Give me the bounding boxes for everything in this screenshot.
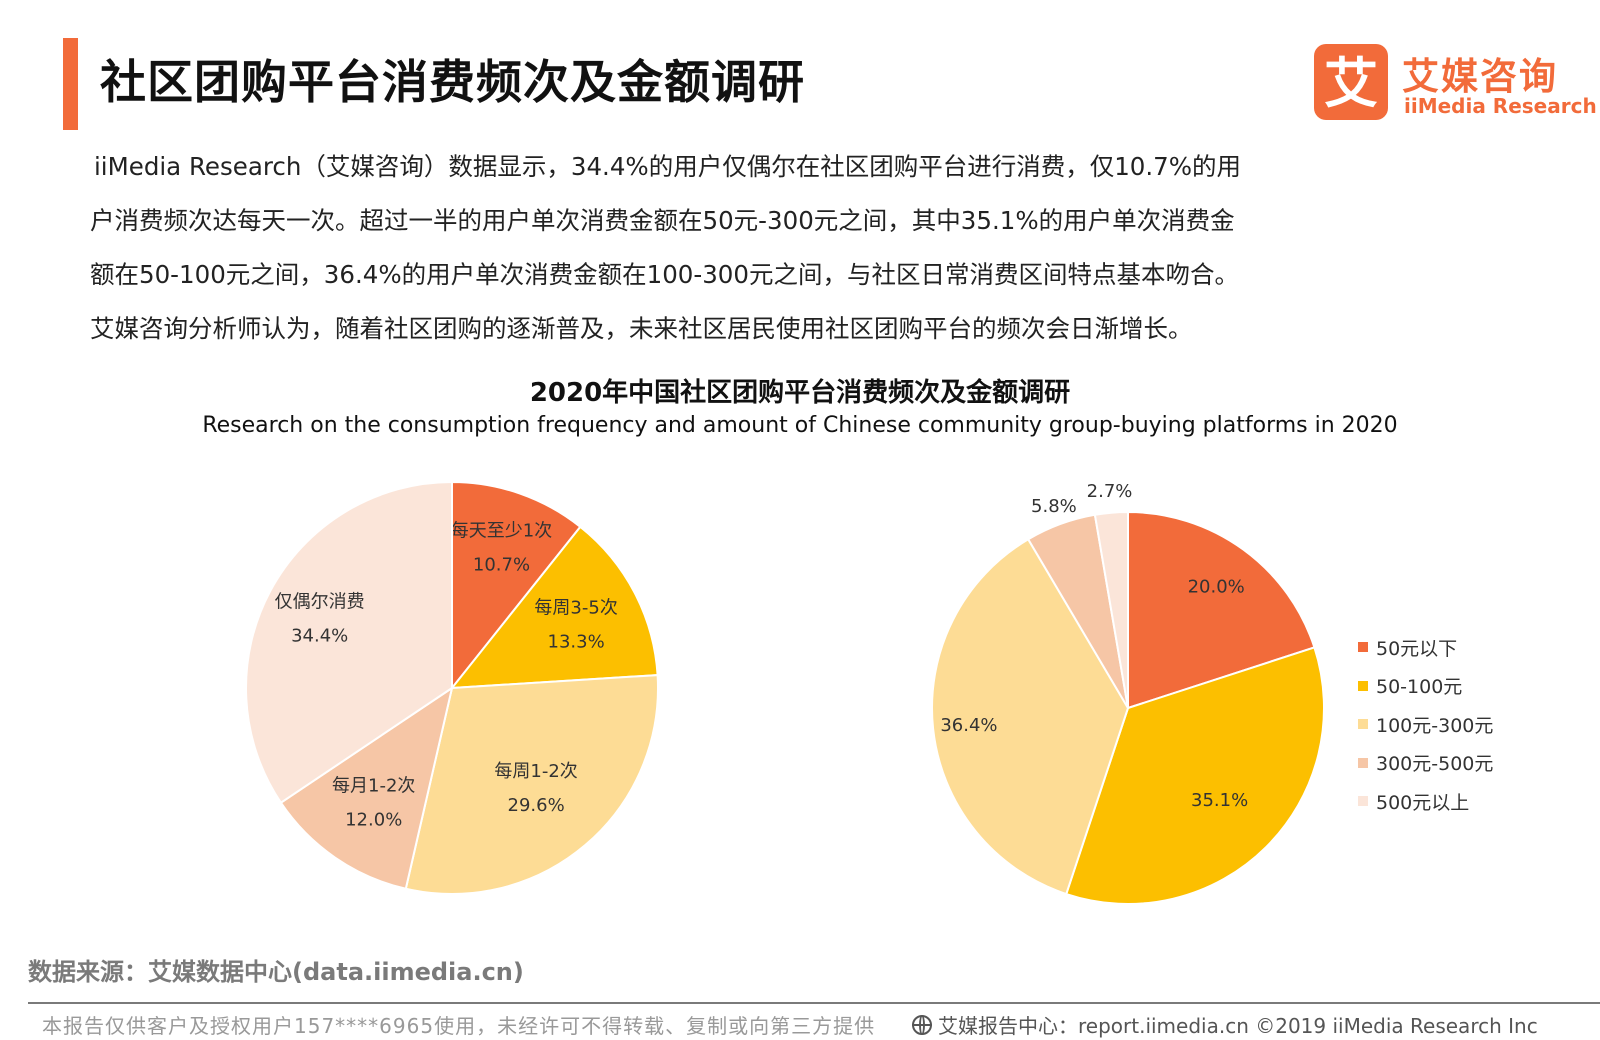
intro-paragraph: iiMedia Research（艾媒咨询）数据显示，34.4%的用户仅偶尔在社… xyxy=(90,140,1490,356)
pie-slice xyxy=(245,480,453,805)
legend-label: 500元以上 xyxy=(1376,791,1470,814)
slice-value-label: 20.0% xyxy=(1188,577,1245,598)
slice-category-label: 每周1-2次 xyxy=(494,761,577,782)
pie-chart-0: 每天至少1次 10.7% 每周3-5次 13.3% 每周1-2次 29.6% 每月1-2次 1… xyxy=(245,480,659,896)
slice-category-label: 每周3-5次 xyxy=(534,597,617,618)
slice-value-label: 34.4% xyxy=(291,625,348,646)
slice-value-label: 5.8% xyxy=(1031,496,1077,517)
slice-value-label: 10.7% xyxy=(473,554,530,575)
pie-slice xyxy=(449,525,659,690)
slice-category-label: 仅偶尔消费 xyxy=(275,591,365,612)
legend-label: 300元-500元 xyxy=(1376,753,1494,776)
pie-slice xyxy=(404,674,659,896)
slice-value-label: 35.1% xyxy=(1191,790,1248,811)
footer-disclaimer: 本报告仅供客户及授权用户157****6965使用，未经许可不得转载、复制或向第… xyxy=(42,1014,876,1038)
legend-item: 50元以下 xyxy=(1358,628,1493,667)
slice-category-label: 每天至少1次 xyxy=(451,520,552,541)
logo-mark-icon: 艾 xyxy=(1314,44,1388,120)
legend-label: 50-100元 xyxy=(1376,676,1463,699)
brand-logo: 艾 艾媒咨询 iiMedia Research xyxy=(1314,44,1597,122)
amount-chart-legend: 50元以下 50-100元 100元-300元 300元-500元 500元以上 xyxy=(1358,628,1493,821)
slice-value-label: 29.6% xyxy=(508,795,565,816)
pie-slice xyxy=(1127,510,1316,710)
legend-item: 300元-500元 xyxy=(1358,744,1493,783)
chart-title: 2020年中国社区团购平台消费频次及金额调研 xyxy=(529,378,1071,408)
legend-label: 100元-300元 xyxy=(1376,714,1494,737)
pie-slice xyxy=(1064,646,1325,905)
footer-copyright: 艾媒报告中心：report.iimedia.cn ©2019 iiMedia R… xyxy=(912,1010,1538,1039)
legend-item: 500元以上 xyxy=(1358,782,1493,821)
page-title: 社区团购平台消费频次及金额调研 xyxy=(100,55,805,109)
legend-swatch xyxy=(1358,757,1368,768)
legend-swatch xyxy=(1358,719,1368,730)
slice-category-label: 每月1-2次 xyxy=(332,776,415,797)
title-accent-bar xyxy=(63,38,78,130)
intro-line: 户消费频次达每天一次。超过一半的用户单次消费金额在50元-300元之间，其中35… xyxy=(90,206,1235,235)
slice-value-label: 12.0% xyxy=(345,810,402,831)
intro-line: 艾媒咨询分析师认为，随着社区团购的逐渐普及，未来社区居民使用社区团购平台的频次会… xyxy=(90,314,1193,343)
slice-value-label: 36.4% xyxy=(940,715,997,736)
intro-line: 额在50-100元之间，36.4%的用户单次消费金额在100-300元之间，与社… xyxy=(90,260,1239,289)
legend-item: 100元-300元 xyxy=(1358,705,1493,744)
pie-chart-1: 20.0% 35.1% 36.4% 5.8% 2.7% xyxy=(931,481,1325,905)
slice-value-label: 2.7% xyxy=(1087,481,1133,502)
data-source: 数据来源：艾媒数据中心(data.iimedia.cn) xyxy=(28,958,524,986)
legend-label: 50元以下 xyxy=(1376,637,1458,660)
pie-slice xyxy=(931,537,1130,896)
pie-slice xyxy=(1093,510,1129,709)
legend-item: 50-100元 xyxy=(1358,667,1493,706)
legend-swatch xyxy=(1358,680,1368,691)
footer-copyright-text: 艾媒报告中心：report.iimedia.cn ©2019 iiMedia R… xyxy=(938,1014,1538,1038)
footer-divider xyxy=(28,1002,1600,1004)
legend-swatch xyxy=(1358,796,1368,807)
logo-mark-char: 艾 xyxy=(1324,52,1378,115)
pie-slice xyxy=(451,480,582,691)
intro-line: iiMedia Research（艾媒咨询）数据显示，34.4%的用户仅偶尔在社… xyxy=(94,152,1242,181)
chart-subtitle: Research on the consumption frequency an… xyxy=(202,413,1398,438)
logo-en-text: iiMedia Research xyxy=(1404,94,1597,118)
logo-cn-text: 艾媒咨询 xyxy=(1402,55,1558,98)
slice-value-label: 13.3% xyxy=(548,631,605,652)
legend-swatch xyxy=(1358,642,1368,653)
pie-slice xyxy=(279,685,454,890)
globe-icon xyxy=(912,1014,932,1035)
